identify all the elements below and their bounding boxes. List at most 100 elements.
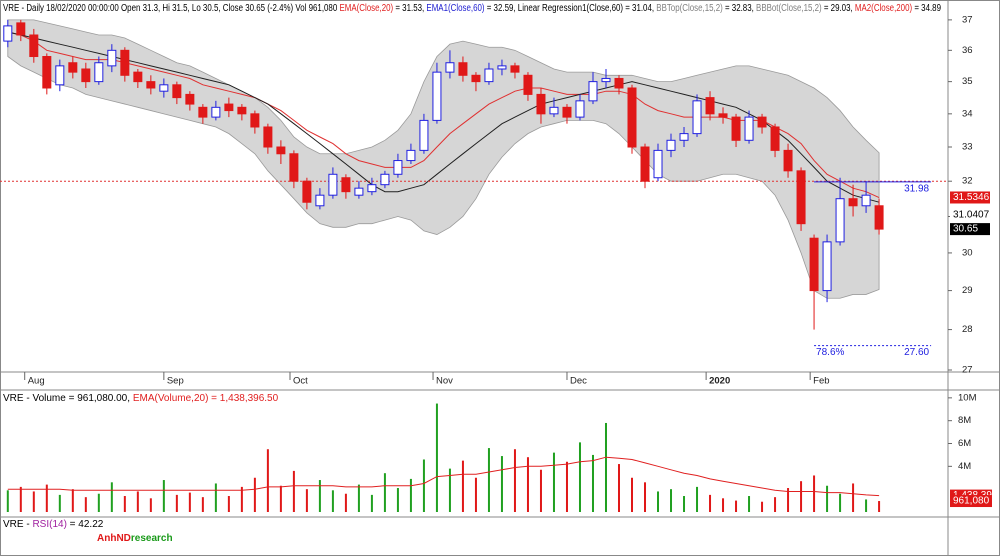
candle-body	[341, 177, 351, 193]
candle-body	[575, 100, 585, 118]
volume-bar	[552, 452, 555, 512]
panel-header: VRE - RSI(14) = 42.22	[3, 519, 104, 530]
header-part: = 29.03,	[822, 3, 855, 14]
volume-bar	[644, 482, 647, 512]
volume-bar	[19, 486, 22, 512]
volume-bar	[71, 489, 74, 512]
price-box-label: 31.0407	[953, 210, 990, 221]
volume-bar	[826, 485, 829, 512]
volume-bar	[422, 459, 425, 512]
line-label: 31.98	[904, 184, 929, 195]
candle-body	[68, 62, 78, 73]
volume-bar	[539, 469, 542, 512]
price-box-label: 31.5346	[953, 192, 990, 203]
candle-body	[549, 106, 559, 115]
line-label: 78.6%	[816, 347, 844, 358]
volume-bar	[175, 494, 178, 512]
x-tick-label: Oct	[293, 376, 308, 387]
candle-body	[42, 56, 52, 89]
candle-body	[315, 194, 325, 207]
price-box	[950, 191, 990, 204]
y-tick-label: 10M	[958, 392, 977, 403]
volume-bar	[670, 489, 673, 512]
volume-bar	[331, 490, 334, 512]
y-tick-label: 29	[962, 285, 973, 296]
header-part: MA2(Close,200)	[855, 3, 912, 14]
volume-bar	[631, 477, 633, 512]
candle-body	[679, 133, 689, 141]
volume-bar	[513, 449, 516, 512]
volume-bar	[292, 470, 295, 512]
candle-body	[172, 84, 182, 99]
volume-bar	[318, 480, 321, 512]
candle-body	[94, 62, 104, 83]
volume-bar	[279, 485, 282, 512]
volume-bar	[266, 449, 269, 512]
y-tick-label: 30	[962, 247, 973, 258]
candle-body	[432, 71, 442, 121]
candle-body	[536, 93, 546, 115]
value-box-label: 961,080	[953, 496, 990, 507]
candle-body	[484, 68, 494, 83]
volume-bar	[136, 491, 139, 512]
candle-body	[393, 160, 403, 175]
x-tick-label: Feb	[813, 376, 829, 387]
candle-body	[835, 198, 845, 243]
volume-ema	[7, 456, 880, 497]
candle-body	[406, 149, 416, 162]
volume-bar	[748, 496, 751, 512]
candle-body	[614, 77, 624, 89]
volume-bar	[6, 490, 9, 512]
header-part: VRE -	[3, 519, 32, 530]
candle-body	[627, 87, 637, 148]
candle-body	[809, 237, 819, 292]
candle-body	[120, 49, 130, 76]
volume-bar	[565, 461, 568, 512]
y-tick-label: 4M	[958, 461, 971, 472]
candle-body	[16, 22, 26, 36]
volume-bar	[591, 454, 594, 512]
candle-body	[211, 106, 221, 118]
volume-bar	[214, 483, 217, 512]
candle-body	[419, 119, 429, 151]
volume-bar	[370, 494, 373, 512]
candle-body	[653, 149, 663, 179]
volume-bar	[852, 483, 855, 512]
candle-body	[276, 146, 286, 155]
candle-body	[159, 84, 169, 92]
candle-body	[185, 93, 195, 105]
volume-bar	[188, 492, 191, 512]
candle-body	[81, 68, 91, 83]
candle-body	[822, 241, 832, 292]
header-part: BBTop(Close,15,2)	[656, 3, 722, 14]
candle-body	[328, 173, 338, 196]
candle-body	[302, 180, 312, 203]
volume-bar	[787, 488, 790, 512]
volume-bar	[344, 493, 347, 512]
volume-bar	[617, 464, 620, 512]
candle-body	[562, 106, 572, 118]
y-tick-label: 28	[962, 324, 973, 335]
candle-body	[224, 103, 234, 112]
volume-bar	[201, 497, 204, 512]
watermark-part: research	[131, 533, 173, 544]
volume-bar	[58, 494, 61, 512]
volume-bar	[123, 496, 126, 512]
candle-body	[263, 126, 273, 148]
candle-body	[744, 116, 754, 141]
volume-bar	[84, 497, 87, 512]
candle-body	[250, 113, 260, 128]
volume-bar	[162, 480, 165, 512]
y-tick-label: 35	[962, 76, 973, 87]
volume-bar	[487, 448, 490, 512]
candle-body	[445, 62, 455, 73]
x-tick-label: Dec	[570, 376, 587, 387]
candle-body	[861, 194, 871, 207]
volume-bar	[227, 496, 230, 512]
panel-header: VRE - Daily 18/02/2020 00:00:00 Open 31.…	[3, 3, 941, 14]
volume-bar	[110, 482, 113, 512]
candle-body	[510, 65, 520, 73]
x-tick-label: 2020	[709, 376, 730, 387]
x-tick-label: Nov	[436, 376, 453, 387]
candle-body	[107, 49, 117, 67]
